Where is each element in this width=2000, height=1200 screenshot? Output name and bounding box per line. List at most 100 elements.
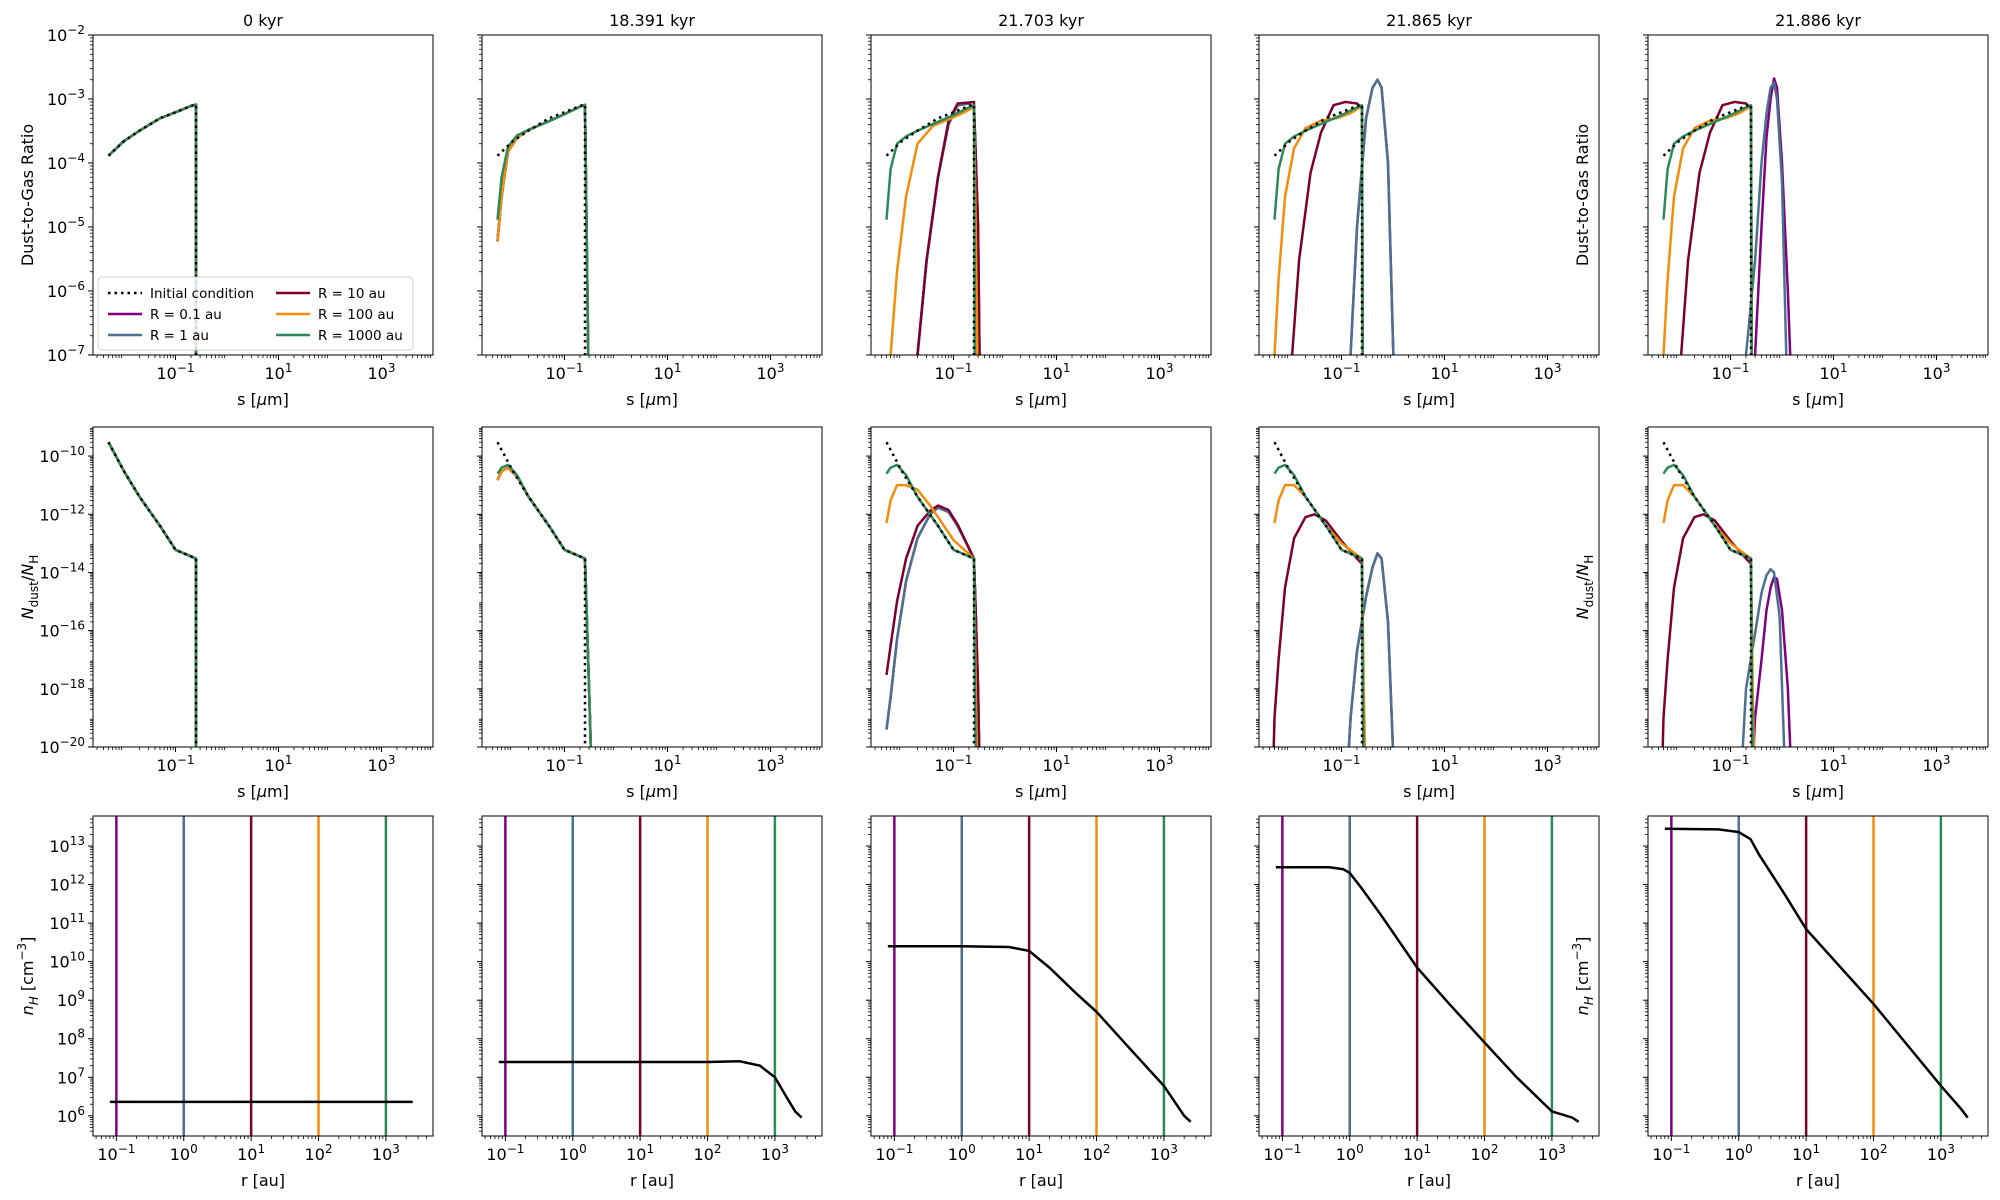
x-tick-label: 101 [1403,1142,1431,1164]
legend-item: R = 1 au [108,328,209,344]
y-tick-label: 1013 [49,834,85,856]
x-tick-label: 101 [626,1142,654,1164]
panel-title: 18.391 kyr [609,11,695,30]
y-axis-label: Dust-to-Gas Ratio [18,124,37,266]
plot-area [496,441,593,747]
legend-label: R = 10 au [318,286,386,302]
legend-label: R = 1000 au [318,328,403,344]
x-tick-label: 102 [694,1142,722,1164]
x-tick-label: 103 [1150,1142,1178,1164]
x-tick-label: 10−1 [875,1142,913,1164]
plot-area [107,441,198,747]
initial-condition-line [496,441,587,747]
x-axis-label: s [μm] [237,390,289,409]
series-line-R100 [1662,104,1753,355]
x-tick-label: 103 [1923,361,1951,383]
x-tick-label: 103 [368,753,396,775]
density-profile-line [887,945,1192,1123]
y-tick-label: 1012 [49,873,85,895]
x-tick-label: 100 [170,1142,198,1164]
x-tick-label: 101 [1820,361,1848,383]
axes-frame [92,815,434,1137]
y-tick-label: 10−16 [39,619,85,641]
panel-number-ratio-2: 10−1 101 103 s [μm] [477,426,823,801]
x-axis-label: s [μm] [1403,390,1455,409]
series-line-R1 [1349,78,1395,355]
y-axis-label: Ndust/NH [1573,555,1596,620]
x-tick-label: 10−1 [545,361,583,383]
panel-title: 21.703 kyr [998,11,1084,30]
y-tick-label: 108 [57,1027,85,1049]
y-tick-label: 107 [57,1065,85,1087]
y-axis-label: Dust-to-Gas Ratio [1573,124,1592,266]
x-tick-label: 101 [265,753,293,775]
x-tick-label: 101 [1015,1142,1043,1164]
x-tick-label: 103 [757,361,785,383]
x-axis-label: s [μm] [1015,390,1067,409]
legend-item: R = 1000 au [276,328,403,344]
initial-condition-line [107,102,198,355]
panel-density-profile-2: 10−1 100 101 102 103 r [au] [477,815,823,1190]
x-tick-label: 103 [761,1142,789,1164]
legend-label: R = 1 au [150,328,209,344]
plot-area [498,816,803,1136]
x-tick-label: 102 [1471,1142,1499,1164]
initial-condition-line [1662,441,1753,747]
initial-condition-line [107,441,198,747]
x-tick-label: 103 [1534,753,1562,775]
x-tick-label: 103 [1538,1142,1566,1164]
x-tick-label: 101 [1792,1142,1820,1164]
plot-area [1664,816,1969,1136]
x-tick-label: 10−1 [1711,361,1749,383]
panel-title: 21.886 kyr [1775,11,1861,30]
y-axis-label: nH [cm−3] [15,937,41,1016]
x-tick-label: 10−1 [486,1142,524,1164]
series-line-R1000 [1273,463,1365,747]
x-tick-label: 100 [559,1142,587,1164]
panel-number-ratio-1: 10−1 101 103 10−20 10−18 10−16 10−14 10−12 10−10… [18,426,434,801]
panel-density-profile-5: 10−1 100 101 102 103 r [au] nH [cm−3] [1570,815,1989,1190]
axes-frame [1258,815,1600,1137]
panel-number-ratio-3: 10−1 101 103 s [μm] [866,426,1212,801]
plot-area [887,816,1192,1136]
x-tick-label: 102 [1860,1142,1888,1164]
legend-item: R = 10 au [276,286,386,302]
series-line-R1000 [885,463,977,747]
x-tick-label: 101 [1431,361,1459,383]
panel-density-profile-1: 10−1 100 101 102 103 106 107 108 109 1010 1011 1012… [15,815,434,1190]
x-tick-label: 10−1 [156,753,194,775]
legend-box [97,276,414,351]
series-line-R1000 [1662,463,1754,747]
series-line-R1000 [496,463,593,747]
series-line-R100 [1273,104,1364,355]
panel-dust-to-gas-2: 10−1 101 103 s [μm] 18.391 kyr [477,11,823,409]
plot-area [885,100,981,355]
legend-item: R = 0.1 au [108,307,222,323]
plot-area [885,441,981,747]
x-tick-label: 100 [1336,1142,1364,1164]
y-tick-label: 10−3 [47,87,85,109]
x-tick-label: 100 [948,1142,976,1164]
x-tick-label: 101 [237,1142,265,1164]
x-tick-label: 101 [1820,753,1848,775]
x-tick-label: 10−1 [97,1142,135,1164]
y-tick-label: 10−6 [47,279,85,301]
x-tick-label: 103 [757,753,785,775]
plot-area [1275,816,1580,1136]
initial-condition-line [1662,102,1753,355]
panel-number-ratio-5: 10−1 101 103 s [μm] Ndust/NH [1573,426,1989,801]
y-tick-label: 10−12 [39,502,85,524]
plot-area [496,102,590,355]
panel-number-ratio-4: 10−1 101 103 s [μm] [1254,426,1600,801]
y-tick-label: 10−5 [47,215,85,237]
plot-area [1661,441,1792,747]
panels-layer: 10−1 101 103 10−7 10−6 10−5 10−4 10−3 10−2 s [μm]… [15,11,1989,1190]
x-tick-label: 10−1 [1711,753,1749,775]
initial-condition-line [496,102,587,355]
x-axis-label: r [au] [1407,1171,1451,1190]
series-line-R1 [1741,567,1786,747]
y-tick-label: 1010 [49,950,85,972]
x-tick-label: 103 [372,1142,400,1164]
plot-area [1662,77,1792,355]
